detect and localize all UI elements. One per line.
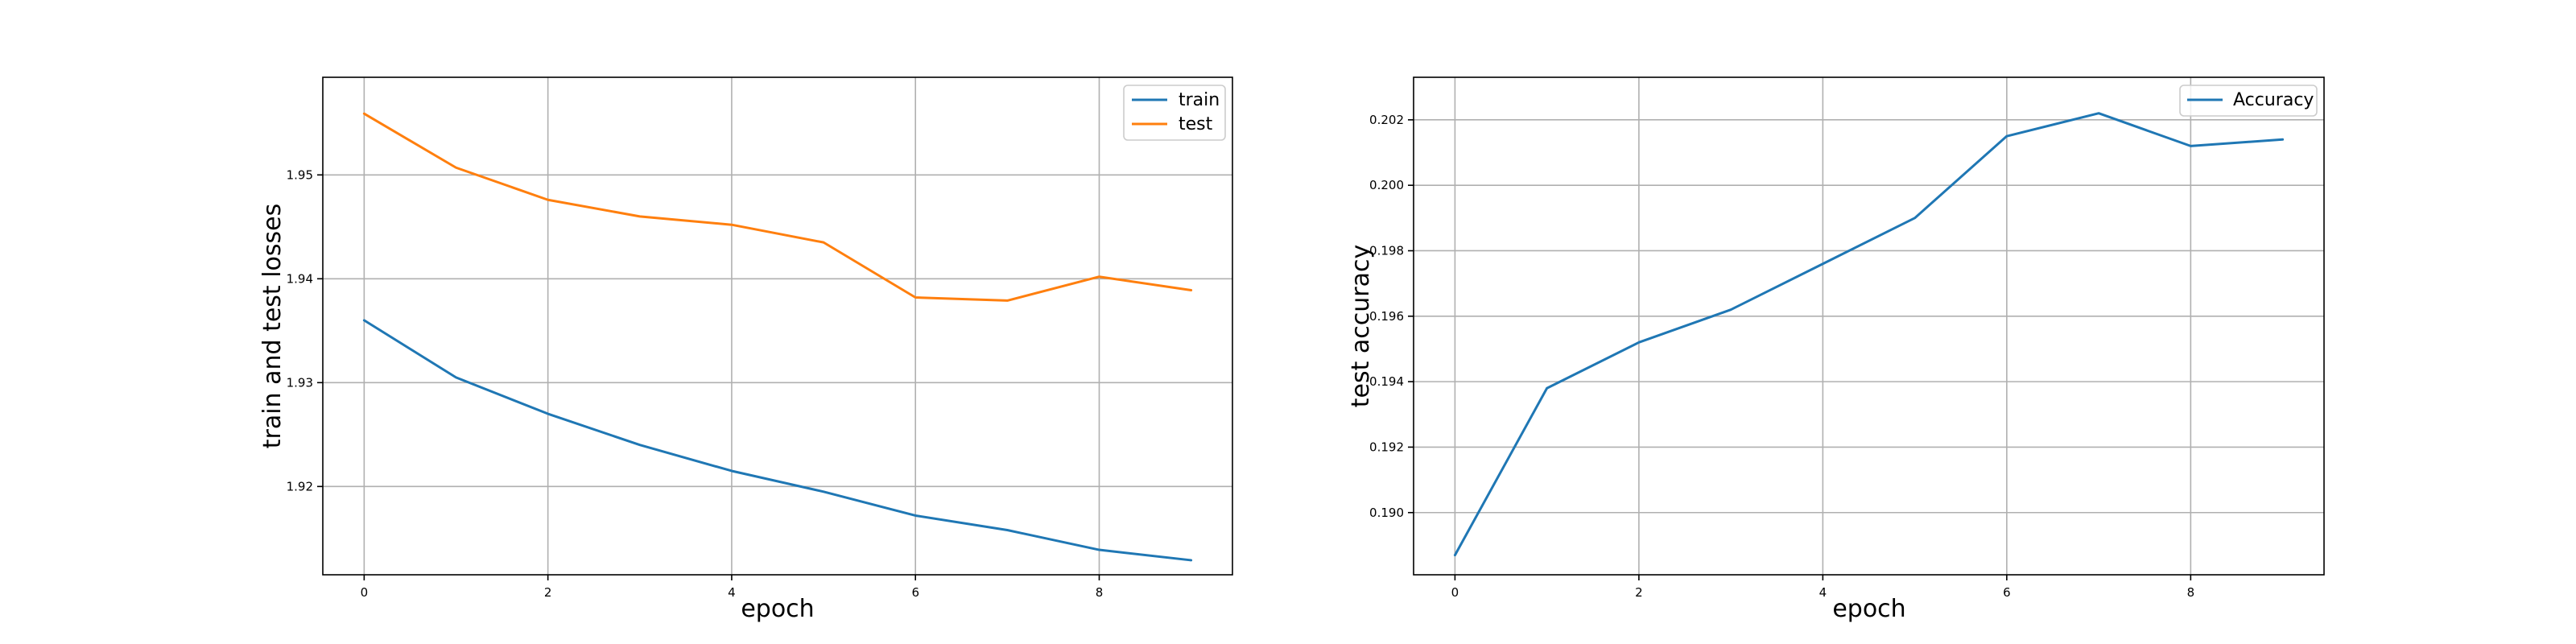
x-axis-title: epoch [1832, 595, 1905, 623]
x-tick-label: 6 [911, 585, 919, 600]
y-tick-label: 1.94 [287, 271, 313, 286]
y-tick-label: 0.192 [1369, 440, 1404, 454]
legend: train test [1123, 85, 1226, 141]
y-axis-title: test accuracy [1347, 245, 1375, 408]
y-tick-label: 0.190 [1369, 506, 1404, 520]
x-tick-label: 4 [728, 585, 736, 600]
axes-frame [1413, 76, 2325, 576]
chart-accuracy: 0 2 4 6 8 0.190 0.192 0.194 0.196 0.198 0.200 0.202… [1347, 76, 2325, 623]
chart-losses: 0 2 4 6 8 1.92 1.93 1.94 1.95 epoch train and te… [258, 76, 1233, 623]
x-tick-label: 6 [2003, 585, 2011, 600]
y-tick-label: 1.93 [287, 375, 313, 390]
x-tick-label: 2 [544, 585, 552, 600]
x-tick-label: 8 [2187, 585, 2195, 600]
y-axis-title: train and test losses [258, 204, 287, 449]
x-tick-label: 0 [1451, 585, 1459, 600]
y-tick-label: 0.198 [1369, 243, 1404, 258]
series-line-train [362, 319, 1193, 562]
legend-label-train: train [1179, 90, 1220, 110]
x-tick-label: 4 [1819, 585, 1827, 600]
series-line-test [362, 112, 1193, 302]
tick-layer: 0 2 4 6 8 0.190 0.192 0.194 0.196 0.198 0.200 0.202 [1369, 113, 2194, 600]
x-tick-label: 0 [361, 585, 369, 600]
tick-layer: 0 2 4 6 8 1.92 1.93 1.94 1.95 [287, 167, 1104, 600]
series-layer [362, 112, 1193, 562]
legend-label-test: test [1179, 114, 1213, 134]
x-tick-label: 8 [1096, 585, 1104, 600]
legend-label-accuracy: Accuracy [2233, 90, 2314, 110]
plot-area-background [1414, 77, 2324, 575]
legend-box [2179, 85, 2318, 117]
x-tick-label: 2 [1635, 585, 1643, 600]
y-tick-label: 0.200 [1369, 178, 1404, 192]
y-tick-label: 0.196 [1369, 309, 1404, 324]
axes-frame [322, 76, 1233, 576]
y-tick-label: 1.95 [287, 167, 313, 182]
series-line-accuracy [1453, 112, 2285, 557]
plot-area-background [323, 77, 1232, 575]
y-tick-label: 1.92 [287, 479, 313, 493]
y-tick-label: 0.194 [1369, 374, 1404, 389]
x-axis-title: epoch [741, 595, 814, 623]
series-layer [1453, 112, 2285, 557]
legend: Accuracy [2179, 85, 2318, 117]
grid-layer [1414, 77, 2324, 575]
y-tick-label: 0.202 [1369, 113, 1404, 127]
